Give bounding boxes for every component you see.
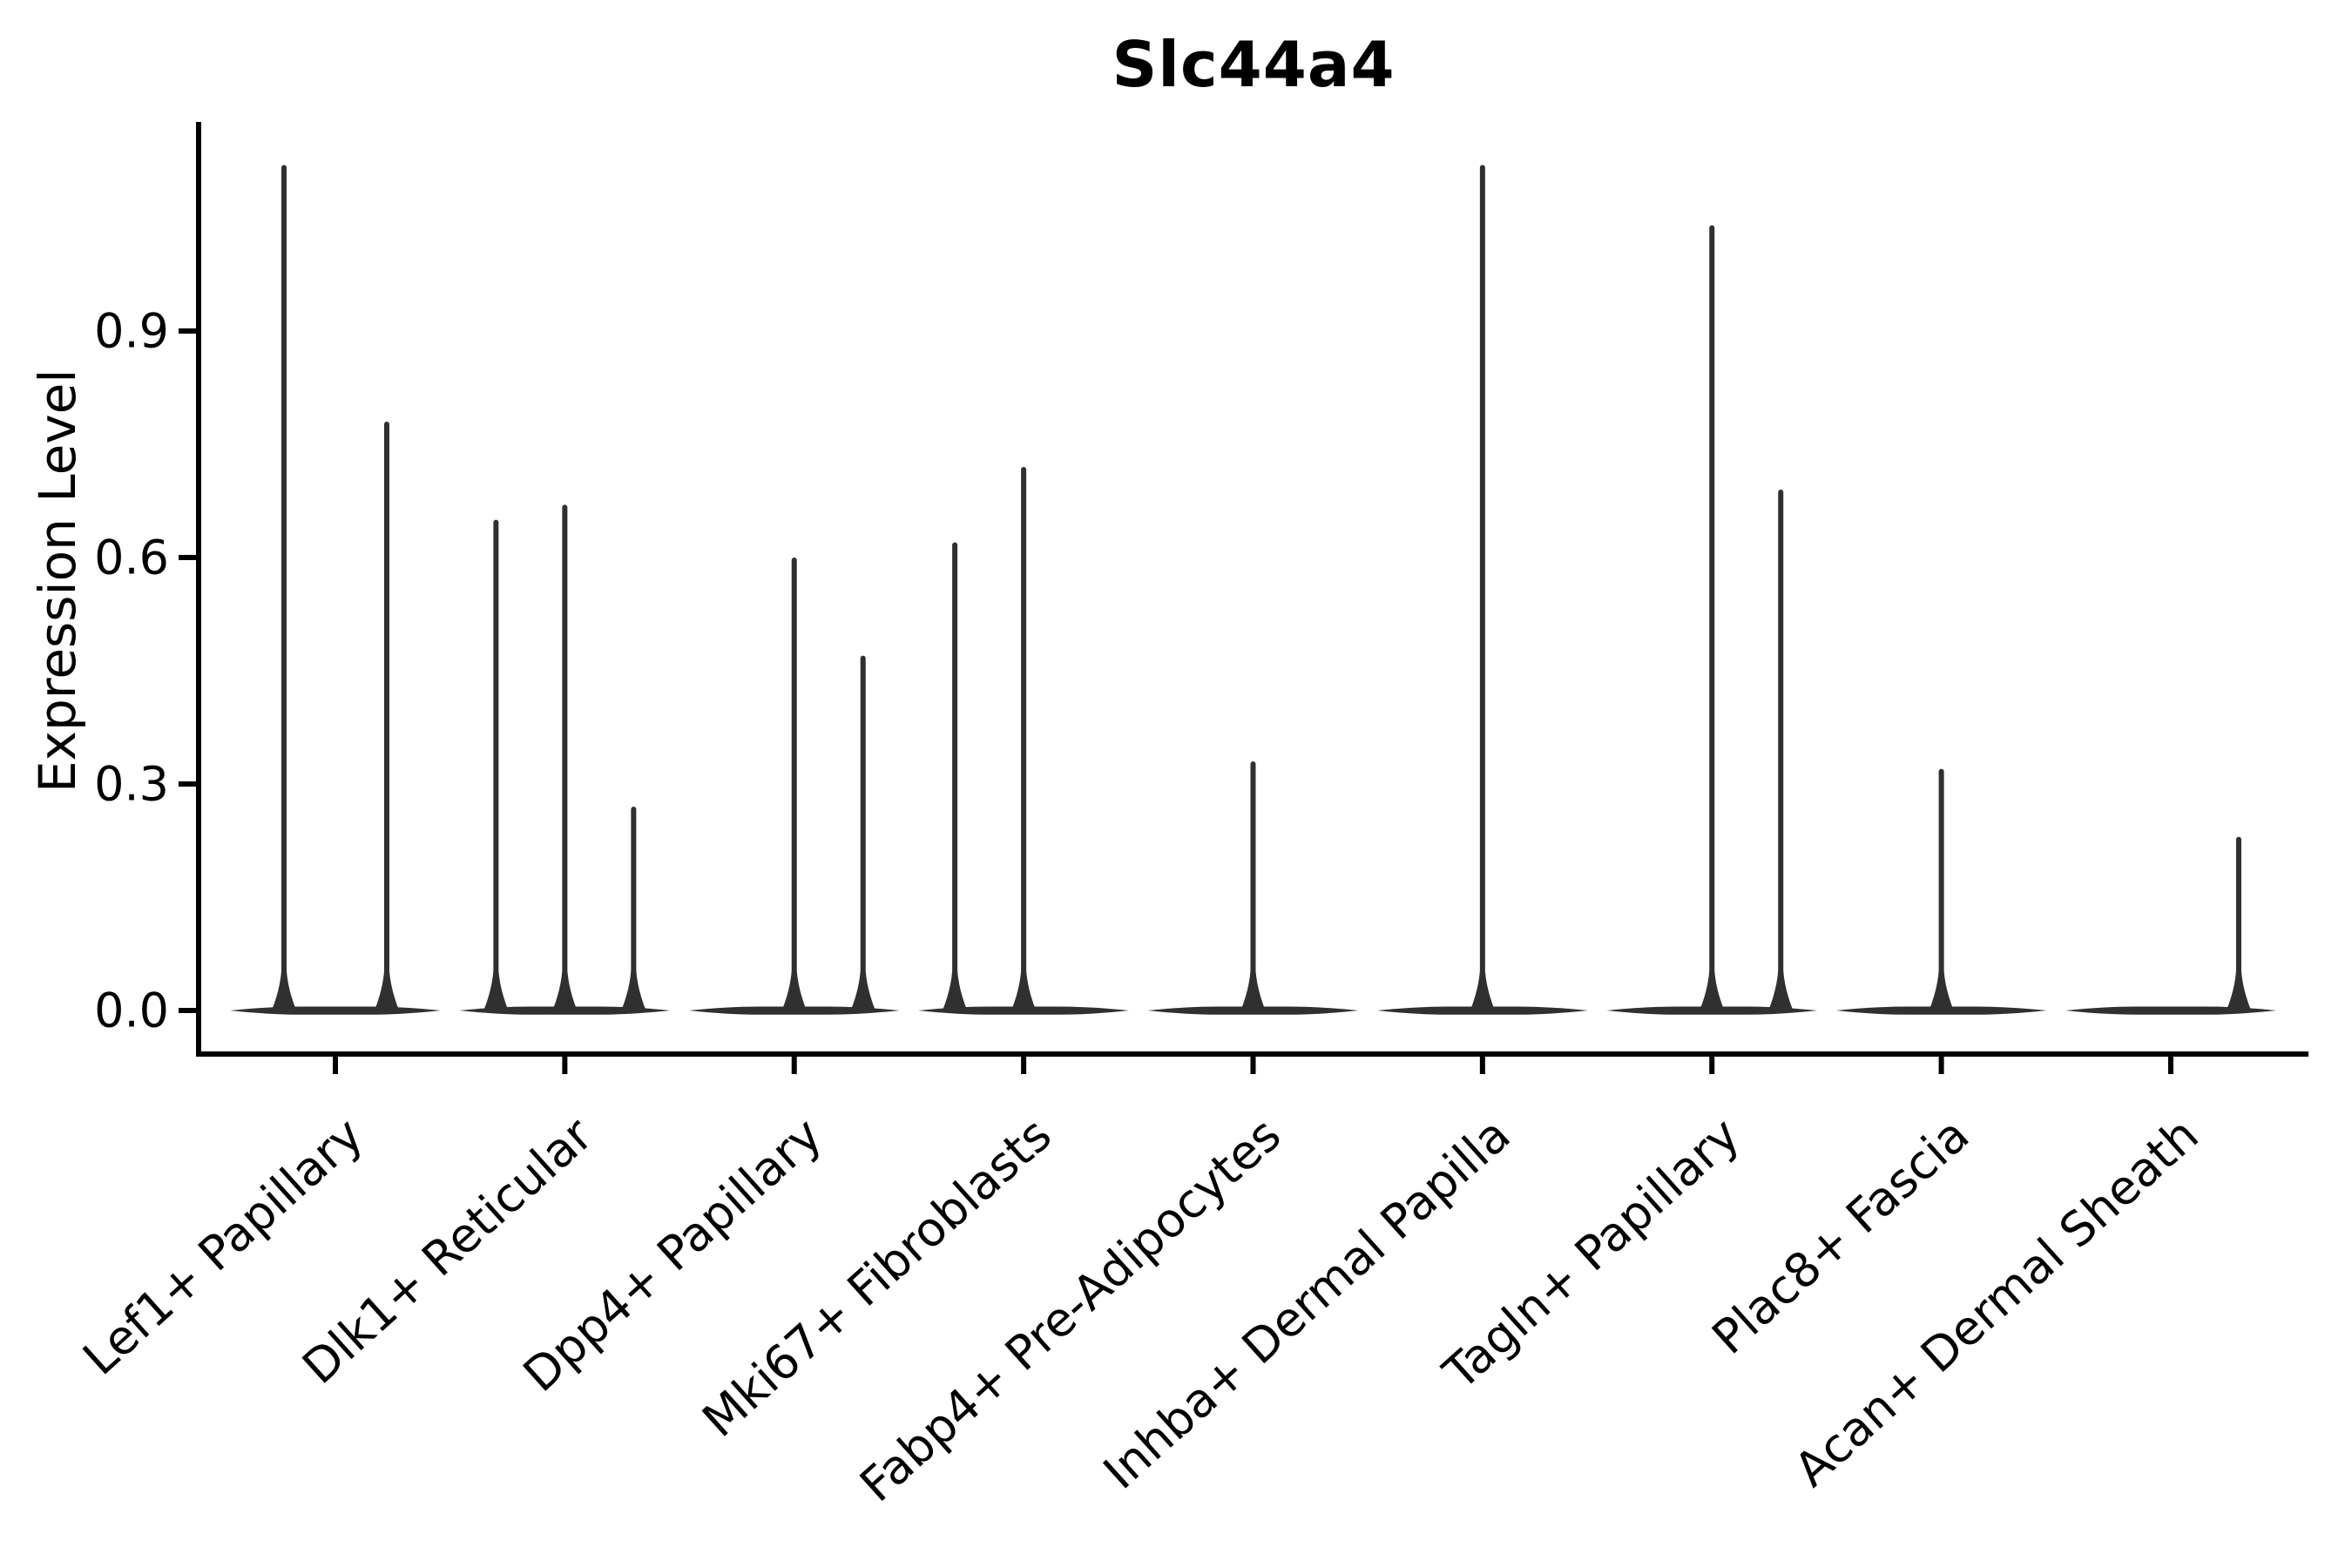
x-tick bbox=[1021, 1057, 1027, 1074]
violin-spike bbox=[791, 557, 797, 1010]
x-tick bbox=[2167, 1057, 2173, 1074]
violin-spike bbox=[384, 421, 389, 1010]
y-tick bbox=[179, 554, 199, 560]
violin-spike bbox=[952, 542, 958, 1010]
x-tick bbox=[1250, 1057, 1256, 1074]
violin-spike bbox=[281, 165, 287, 1011]
y-tick-label: 0.9 bbox=[94, 303, 169, 358]
x-tick bbox=[1709, 1057, 1715, 1074]
violin-spike bbox=[493, 519, 499, 1010]
x-tick bbox=[791, 1057, 797, 1074]
violin-spike bbox=[1778, 489, 1784, 1010]
violin-spike bbox=[860, 655, 866, 1010]
violin-spike bbox=[1479, 165, 1485, 1011]
violin-body bbox=[230, 1006, 441, 1015]
x-tick bbox=[562, 1057, 568, 1074]
y-tick-label: 0.3 bbox=[94, 756, 169, 811]
y-tick bbox=[179, 328, 199, 334]
x-tick bbox=[333, 1057, 338, 1074]
y-tick bbox=[179, 781, 199, 787]
y-tick-label: 0.0 bbox=[94, 983, 169, 1038]
y-axis-spine bbox=[196, 122, 201, 1057]
violin-spike bbox=[1250, 760, 1256, 1010]
y-tick bbox=[179, 1008, 199, 1013]
violin-spike bbox=[562, 504, 568, 1010]
x-axis-spine bbox=[196, 1051, 2308, 1057]
violin-body bbox=[2065, 1006, 2276, 1015]
x-tick-label: Fabp4+ Pre-Adipocytes bbox=[849, 1107, 1291, 1512]
y-tick-label: 0.6 bbox=[94, 530, 169, 585]
violin-spike bbox=[1938, 768, 1944, 1010]
violin-spike bbox=[631, 806, 637, 1010]
violin-spike bbox=[1709, 225, 1715, 1010]
x-tick-label: Acan+ Dermal Sheath bbox=[1784, 1107, 2209, 1497]
x-tick bbox=[1938, 1057, 1944, 1074]
violin-spike bbox=[2235, 836, 2241, 1010]
violin-spike bbox=[1021, 466, 1027, 1010]
chart-title: Slc44a4 bbox=[1112, 28, 1396, 101]
x-tick-label: Inhba+ Dermal Papilla bbox=[1093, 1107, 1521, 1500]
x-tick bbox=[1479, 1057, 1485, 1074]
